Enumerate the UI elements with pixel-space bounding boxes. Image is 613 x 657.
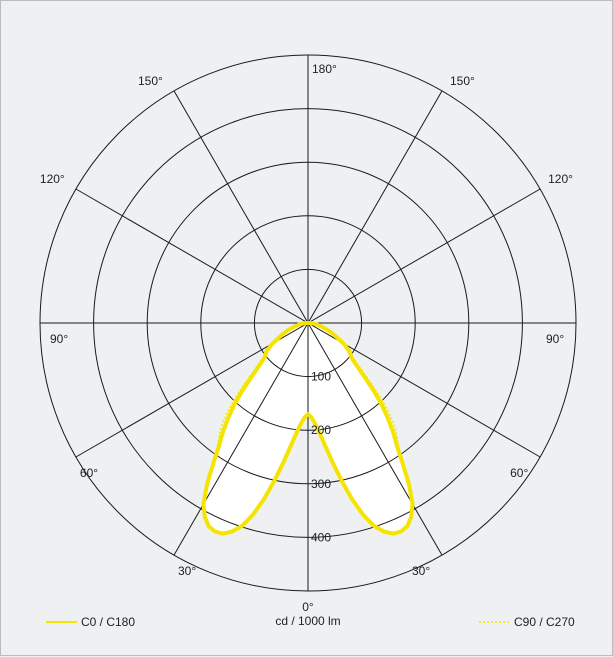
angle-label-m30: 30° — [178, 564, 196, 578]
radial-tick-label-300: 300 — [311, 477, 331, 491]
angle-label-m120: 120° — [40, 172, 65, 186]
angle-label-m60: 60° — [80, 466, 98, 480]
legend-label-c0-c180: C0 / C180 — [81, 615, 135, 629]
angle-label-m150: 150° — [138, 74, 163, 88]
angle-label-30: 30° — [412, 564, 430, 578]
angle-label-150: 150° — [450, 74, 475, 88]
radial-tick-label-100: 100 — [311, 370, 331, 384]
angle-label-120: 120° — [548, 172, 573, 186]
angle-label-90: 90° — [50, 332, 68, 346]
angle-label-60: 60° — [510, 466, 528, 480]
angle-label-180: 180° — [312, 62, 337, 76]
curve-layer — [201, 321, 415, 536]
label-layer: 100 200 300 400 0° 30° 30° 60° 60° 90° 90° 120° 120°… — [40, 62, 573, 614]
series-curve-c0-c180 — [201, 321, 415, 536]
curve-fill — [203, 323, 413, 534]
legend-label-c90-c270: C90 / C270 — [514, 615, 575, 629]
angle-label-m90: 90° — [546, 332, 564, 346]
unit-label: cd / 1000 lm — [275, 614, 340, 628]
curve-fill-layer — [203, 323, 413, 534]
radial-tick-label-400: 400 — [311, 530, 331, 544]
radial-tick-label-200: 200 — [311, 423, 331, 437]
angle-label-0: 0° — [302, 600, 314, 614]
